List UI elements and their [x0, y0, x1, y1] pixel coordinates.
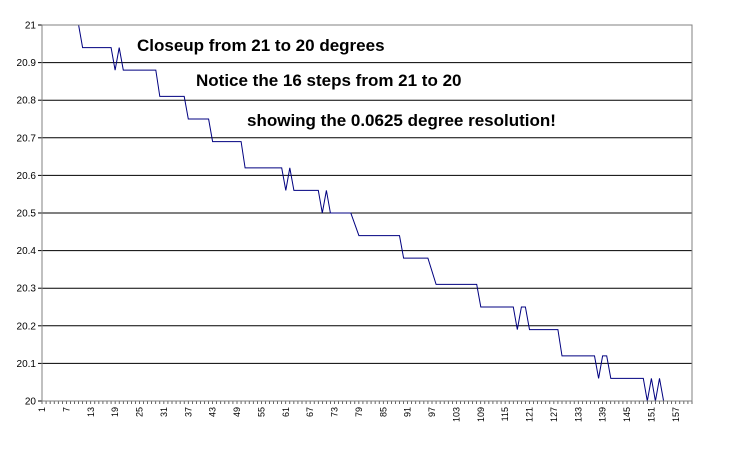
- x-tick-label: 61: [281, 407, 291, 417]
- x-tick-label: 13: [86, 407, 96, 417]
- x-tick-label: 109: [476, 407, 486, 422]
- x-tick-label: 73: [330, 407, 340, 417]
- y-tick-label: 20.9: [17, 58, 37, 69]
- y-tick-label: 20.4: [17, 246, 37, 257]
- x-tick-label: 49: [232, 407, 242, 417]
- y-tick-label: 20.7: [17, 133, 37, 144]
- x-tick-label: 151: [646, 407, 656, 422]
- x-tick-label: 121: [525, 407, 535, 422]
- y-tick-label: 20.2: [17, 321, 37, 332]
- series-layer: [42, 24, 665, 402]
- x-tick-label: 43: [208, 407, 218, 417]
- x-tick-label: 1: [37, 407, 47, 412]
- y-tick-label: 20.3: [17, 284, 37, 295]
- x-axis: 1 7 13 19 25 31 37 43 49 55 61 67 73 79 85 91 97 103 109 11…: [37, 400, 693, 422]
- x-tick-label: 67: [305, 407, 315, 417]
- x-tick-label: 115: [500, 407, 510, 421]
- x-tick-label: 55: [256, 407, 266, 417]
- y-tick-label: 20.5: [17, 209, 37, 220]
- series-line: [42, 24, 665, 402]
- y-tick-label: 20.1: [17, 359, 37, 370]
- x-tick-label: 139: [598, 407, 608, 422]
- x-tick-label: 145: [622, 407, 632, 422]
- annotation-title: Closeup from 21 to 20 degrees: [137, 36, 385, 55]
- x-tick-label: 7: [61, 407, 71, 412]
- x-tick-label: 103: [451, 407, 461, 422]
- x-tick-label: 157: [671, 407, 681, 422]
- y-tick-label: 20.6: [17, 171, 37, 182]
- x-tick-label: 85: [378, 407, 388, 417]
- annotation-steps: Notice the 16 steps from 21 to 20: [196, 71, 461, 90]
- plot-border: [41, 24, 693, 402]
- y-tick-label: 21: [25, 21, 37, 32]
- y-tick-label: 20.8: [17, 96, 37, 107]
- x-tick-label: 91: [403, 407, 413, 417]
- y-tick-label: 20: [25, 397, 37, 408]
- x-tick-label: 133: [573, 407, 583, 422]
- x-tick-label: 37: [183, 407, 193, 417]
- x-tick-label: 127: [549, 407, 559, 422]
- x-tick-label: 19: [110, 407, 120, 417]
- x-tick-label: 31: [159, 407, 169, 417]
- x-tick-label: 97: [427, 407, 437, 417]
- x-tick-label: 79: [354, 407, 364, 417]
- y-axis: 20 20.1 20.2 20.3 20.4 20.5 20.6 20.7 20.8 20.9 21: [17, 21, 42, 408]
- x-tick-label: 25: [135, 407, 145, 417]
- annotation-resolution: showing the 0.0625 degree resolution!: [247, 111, 556, 130]
